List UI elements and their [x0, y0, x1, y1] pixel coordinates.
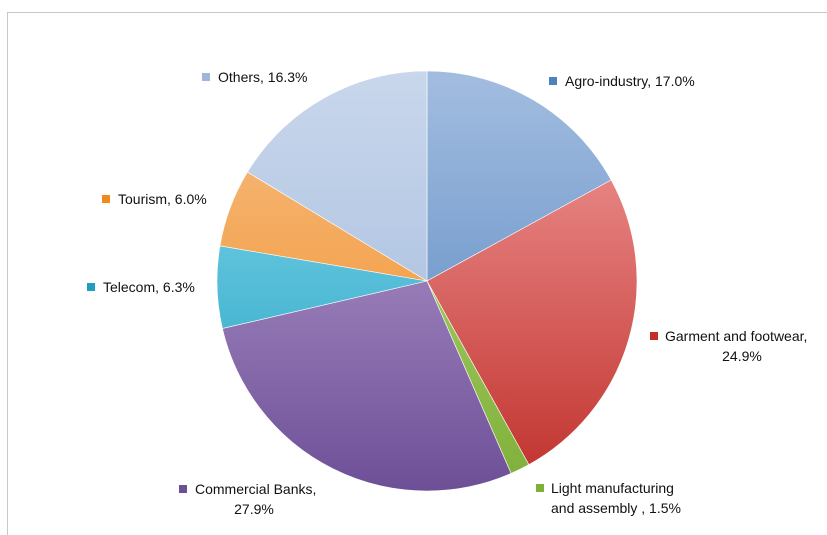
- pie-slice-agro-industry: [426, 70, 612, 282]
- pie-slice-commercial-banks: [222, 280, 512, 492]
- data-label-agro-industry: Agro-industry, 17.0%: [565, 73, 695, 89]
- label-marker-garment-and-footwear: [650, 332, 658, 340]
- label-marker-commercial-banks: [179, 485, 187, 493]
- chart-frame: [7, 12, 827, 535]
- data-label-light-manufacturing-and-assembly-line2: and assembly , 1.5%: [551, 500, 681, 516]
- data-label-garment-and-footwear-line2: 24.9%: [722, 348, 762, 364]
- data-label-others: Others, 16.3%: [218, 69, 308, 85]
- label-marker-others: [202, 73, 210, 81]
- data-label-tourism: Tourism, 6.0%: [118, 191, 207, 207]
- data-label-commercial-banks-line2: 27.9%: [234, 501, 274, 517]
- data-label-telecom: Telecom, 6.3%: [103, 279, 195, 295]
- data-label-garment-and-footwear: Garment and footwear,: [665, 328, 807, 344]
- label-marker-tourism: [102, 195, 110, 203]
- data-label-commercial-banks: Commercial Banks,: [195, 481, 316, 497]
- data-label-light-manufacturing-and-assembly: Light manufacturing: [551, 480, 674, 496]
- label-marker-telecom: [87, 283, 95, 291]
- pie-slice-others: [247, 70, 428, 282]
- pie-slice-garment-and-footwear: [426, 179, 638, 466]
- label-marker-light-manufacturing-and-assembly: [536, 484, 544, 492]
- label-marker-agro-industry: [549, 77, 557, 85]
